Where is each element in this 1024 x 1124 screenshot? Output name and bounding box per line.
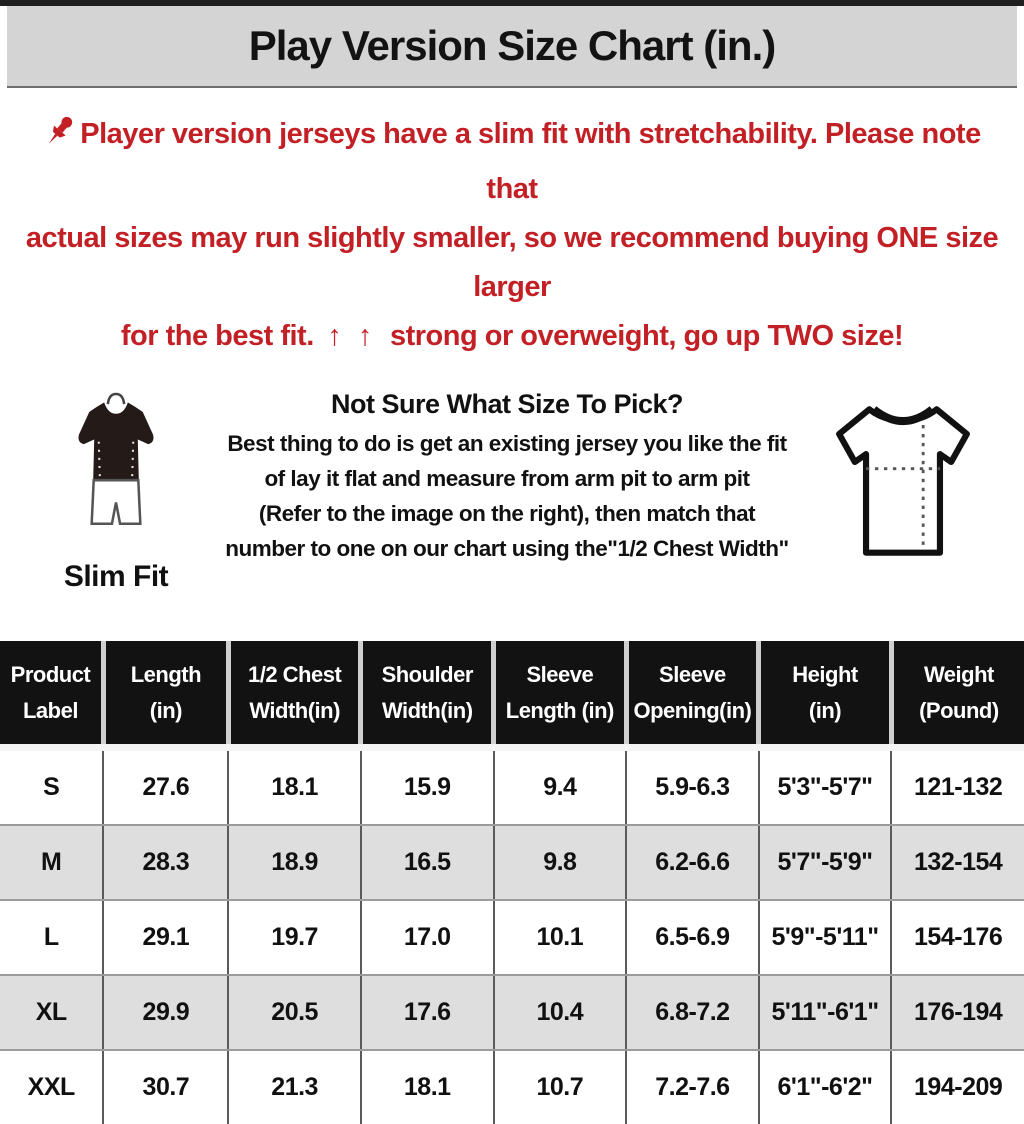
slim-fit-icon <box>58 530 174 547</box>
table-cell: 10.7 <box>494 1050 627 1124</box>
header-height: Height (in) <box>759 641 892 748</box>
table-cell: 30.7 <box>103 1050 228 1124</box>
table-cell: 121-132 <box>891 748 1024 826</box>
size-label-cell: XL <box>0 975 103 1050</box>
header-row: Product Label Length (in) 1/2 Chest Widt… <box>0 641 1024 748</box>
header-weight: Weight (Pound) <box>891 641 1024 748</box>
size-label-cell: L <box>0 900 103 975</box>
notice-text-3a: for the best fit. <box>121 320 314 352</box>
table-cell: 18.1 <box>228 748 361 826</box>
table-cell: 28.3 <box>103 825 228 900</box>
measure-guide: Slim Fit Not Sure What Size To Pick? Bes… <box>0 387 1024 625</box>
table-cell: 154-176 <box>891 900 1024 975</box>
header-product-label: Product Label <box>0 641 103 748</box>
table-cell: 29.9 <box>103 975 228 1050</box>
table-cell: 5'11"-6'1" <box>759 975 892 1050</box>
guide-line: number to one on our chart using the"1/2… <box>212 531 802 566</box>
size-label-cell: M <box>0 825 103 900</box>
notice-line-3: for the best fit. ↑ ↑ strong or overweig… <box>14 312 1010 361</box>
page-title: Play Version Size Chart (in.) <box>249 22 776 70</box>
table-cell: 20.5 <box>228 975 361 1050</box>
tshirt-measure-icon <box>822 552 984 569</box>
notice-line-2: actual sizes may run slightly smaller, s… <box>14 214 1010 312</box>
up-arrows-icon: ↑ ↑ <box>327 320 376 352</box>
table-cell: 6.5-6.9 <box>626 900 759 975</box>
header-length: Length (in) <box>103 641 228 748</box>
size-label-cell: S <box>0 748 103 826</box>
header-half-chest-width: 1/2 Chest Width(in) <box>228 641 361 748</box>
header-sleeve-length: Sleeve Length (in) <box>494 641 627 748</box>
table-cell: 5'7"-5'9" <box>759 825 892 900</box>
fit-notice: Player version jerseys have a slim fit w… <box>0 88 1024 361</box>
table-cell: 15.9 <box>361 748 494 826</box>
guide-text: Not Sure What Size To Pick? Best thing t… <box>206 387 808 566</box>
table-cell: 6.8-7.2 <box>626 975 759 1050</box>
guide-heading: Not Sure What Size To Pick? <box>212 389 802 420</box>
table-cell: 19.7 <box>228 900 361 975</box>
table-cell: 18.1 <box>361 1050 494 1124</box>
table-cell: 16.5 <box>361 825 494 900</box>
notice-line-1: Player version jerseys have a slim fit w… <box>14 110 1010 214</box>
header-sleeve-opening: Sleeve Opening(in) <box>626 641 759 748</box>
table-cell: 7.2-7.6 <box>626 1050 759 1124</box>
notice-text-3b: strong or overweight, go up TWO size! <box>390 320 903 352</box>
table-cell: 10.4 <box>494 975 627 1050</box>
table-cell: 17.0 <box>361 900 494 975</box>
table-cell: 18.9 <box>228 825 361 900</box>
table-cell: 6.2-6.6 <box>626 825 759 900</box>
guide-line: Best thing to do is get an existing jers… <box>212 426 802 461</box>
guide-line: of lay it flat and measure from arm pit … <box>212 461 802 496</box>
header-shoulder-width: Shoulder Width(in) <box>361 641 494 748</box>
table-cell: 5'9"-5'11" <box>759 900 892 975</box>
table-cell: 6'1"-6'2" <box>759 1050 892 1124</box>
size-chart-page: Play Version Size Chart (in.) Player ver… <box>0 0 1024 1024</box>
table-cell: 9.8 <box>494 825 627 900</box>
table-cell: 10.1 <box>494 900 627 975</box>
table-cell: 27.6 <box>103 748 228 826</box>
table-cell: 29.1 <box>103 900 228 975</box>
table-cell: 21.3 <box>228 1050 361 1124</box>
slim-fit-figure: Slim Fit <box>26 387 206 594</box>
tshirt-diagram <box>808 387 998 570</box>
size-table-header: Product Label Length (in) 1/2 Chest Widt… <box>0 641 1024 748</box>
guide-line: (Refer to the image on the right), then … <box>212 496 802 531</box>
table-cell: 17.6 <box>361 975 494 1050</box>
table-cell: 9.4 <box>494 748 627 826</box>
size-label-cell: XXL <box>0 1050 103 1124</box>
table-cell: 5'3"-5'7" <box>759 748 892 826</box>
table-cell: 176-194 <box>891 975 1024 1050</box>
title-bar: Play Version Size Chart (in.) <box>7 6 1017 88</box>
slim-fit-label: Slim Fit <box>26 560 206 594</box>
size-table: Product Label Length (in) 1/2 Chest Widt… <box>0 641 1024 1124</box>
notice-text-1: Player version jerseys have a slim fit w… <box>80 118 980 205</box>
table-cell: 194-209 <box>891 1050 1024 1124</box>
table-cell: 132-154 <box>891 825 1024 900</box>
table-cell: 5.9-6.3 <box>626 748 759 826</box>
pushpin-icon <box>43 113 79 165</box>
